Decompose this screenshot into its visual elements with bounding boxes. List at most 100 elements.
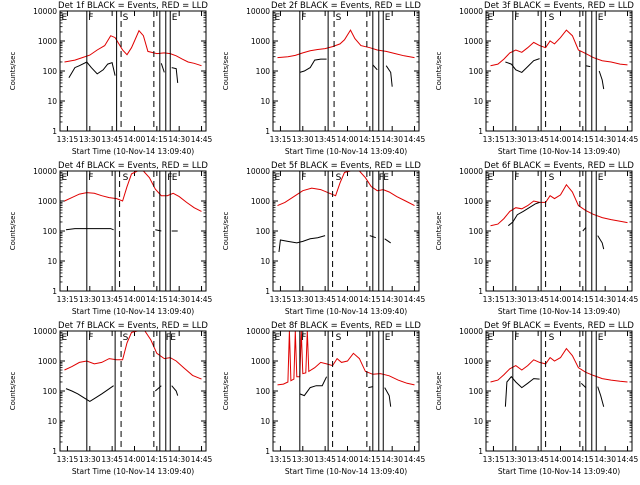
y-tick-label: 100 (43, 67, 58, 76)
y-tick-label: 1000 (38, 37, 57, 46)
marker-label: F (301, 333, 306, 343)
x-tick-label: 14:00 (550, 295, 572, 304)
x-tick-label: 13:30 (505, 455, 527, 464)
y-tick-label: 10 (473, 257, 483, 266)
x-tick-label: 13:45 (314, 295, 336, 304)
x-tick-label: 13:45 (527, 135, 549, 144)
y-tick-label: 10000 (246, 167, 270, 176)
x-tick-label: 14:45 (617, 455, 639, 464)
y-tick-label: 1000 (38, 197, 57, 206)
x-tick-label: 13:45 (101, 295, 123, 304)
lld-series-line (490, 183, 628, 227)
x-tick-label: 13:45 (101, 135, 123, 144)
y-tick-label: 10000 (459, 327, 483, 336)
x-tick-label: 13:15 (57, 135, 79, 144)
y-tick-label: 10 (260, 257, 270, 266)
y-tick-label: 10 (473, 417, 483, 426)
events-series-line (299, 376, 392, 407)
x-tick-label: 14:45 (404, 135, 426, 144)
x-tick-label: 14:00 (337, 135, 359, 144)
x-tick-label: 14:15 (146, 135, 168, 144)
x-tick-label: 14:30 (594, 135, 616, 144)
x-tick-label: 14:15 (572, 295, 594, 304)
marker-label: E (172, 173, 178, 183)
marker-label: S (123, 333, 129, 343)
events-series-line (299, 58, 393, 87)
y-tick-label: 10 (260, 97, 270, 106)
marker-label: F (166, 333, 171, 343)
marker-label: S (336, 13, 342, 23)
x-axis-label: Start Time (10-Nov-14 13:09:40) (498, 147, 620, 156)
y-tick-label: 1 (52, 447, 57, 456)
y-tick-label: 1 (265, 287, 270, 296)
x-tick-label: 13:15 (270, 135, 292, 144)
x-tick-label: 14:00 (337, 455, 359, 464)
marker-label: E (274, 173, 280, 183)
x-tick-label: 13:30 (292, 295, 314, 304)
x-axis-label: Start Time (10-Nov-14 13:09:40) (285, 307, 407, 316)
y-tick-label: 10000 (33, 327, 57, 336)
marker-label: F (301, 13, 306, 23)
marker-label: E (61, 333, 67, 343)
x-tick-label: 14:30 (594, 295, 616, 304)
y-axis-label: Counts/sec (9, 52, 17, 91)
marker-label: F (514, 13, 519, 23)
x-tick-label: 14:45 (617, 135, 639, 144)
x-tick-label: 13:30 (79, 295, 101, 304)
x-axis-label: Start Time (10-Nov-14 13:09:40) (285, 147, 407, 156)
y-tick-label: 100 (256, 227, 271, 236)
events-series-line (278, 235, 391, 253)
marker-label: E (274, 333, 280, 343)
lld-series-line (64, 29, 202, 67)
panel-title: Det 1f BLACK = Events, RED = LLD (58, 1, 208, 11)
x-tick-label: 14:45 (404, 295, 426, 304)
y-tick-label: 100 (43, 227, 58, 236)
x-tick-label: 14:15 (572, 455, 594, 464)
marker-label: S (549, 333, 555, 343)
x-tick-label: 14:45 (191, 295, 213, 304)
y-axis-label: Counts/sec (222, 212, 230, 251)
x-tick-label: 13:45 (314, 455, 336, 464)
marker-label: F (88, 173, 93, 183)
x-tick-label: 14:30 (168, 295, 190, 304)
events-series-line (65, 228, 178, 232)
marker-label: F (301, 173, 306, 183)
x-axis-label: Start Time (10-Nov-14 13:09:40) (72, 467, 194, 476)
x-axis-label: Start Time (10-Nov-14 13:09:40) (498, 467, 620, 476)
panel-frame (485, 170, 633, 292)
y-tick-label: 10000 (246, 7, 270, 16)
x-axis-label: Start Time (10-Nov-14 13:09:40) (285, 467, 407, 476)
x-tick-label: 13:30 (79, 135, 101, 144)
lld-series-line (490, 29, 628, 67)
panel-3: Det 3f BLACK = Events, RED = LLD Counts/s… (435, 1, 639, 156)
x-tick-label: 14:30 (381, 455, 403, 464)
x-tick-label: 14:15 (146, 455, 168, 464)
marker-label: F (88, 13, 93, 23)
x-tick-label: 13:15 (57, 455, 79, 464)
x-tick-label: 13:15 (57, 295, 79, 304)
x-tick-label: 13:30 (505, 135, 527, 144)
events-series-line (65, 385, 179, 402)
x-tick-label: 14:30 (381, 295, 403, 304)
panel-title: Det 9f BLACK = Events, RED = LLD (484, 321, 634, 331)
events-series-line (68, 61, 179, 83)
lld-series-line (64, 170, 202, 212)
y-tick-label: 1000 (464, 197, 483, 206)
y-axis-label: Counts/sec (435, 52, 443, 91)
x-tick-label: 13:45 (101, 455, 123, 464)
panel-5: Det 5f BLACK = Events, RED = LLD Counts/s… (222, 161, 426, 316)
marker-label: E (61, 173, 67, 183)
y-tick-label: 1000 (38, 357, 57, 366)
y-tick-label: 1000 (464, 357, 483, 366)
marker-label: E (487, 13, 493, 23)
y-tick-label: 10 (473, 97, 483, 106)
marker-label: E (385, 333, 391, 343)
x-tick-label: 13:30 (79, 455, 101, 464)
panel-9: Det 9f BLACK = Events, RED = LLD Counts/s… (435, 321, 639, 476)
marker-label: E (274, 13, 280, 23)
x-tick-label: 14:00 (337, 295, 359, 304)
y-axis-label: Counts/sec (435, 372, 443, 411)
y-tick-label: 10 (260, 417, 270, 426)
x-tick-label: 14:15 (359, 295, 381, 304)
